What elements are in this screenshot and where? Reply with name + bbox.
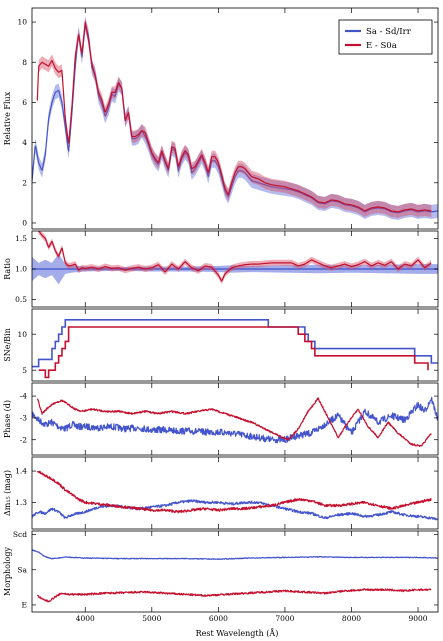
y-tick-label: 0.5	[15, 295, 27, 304]
series-line-e	[36, 588, 432, 603]
series-line-sa	[32, 23, 438, 214]
series-line-sa	[32, 499, 438, 521]
series-line-e	[36, 470, 432, 514]
y-tick-label: 6	[22, 98, 27, 107]
x-tick-label: 6000	[209, 614, 228, 623]
panels: 0 2 4 6 8 10 Relative Flux 0.5 1.0 1.5 Ratio 5 10 SNe…	[3, 7, 439, 623]
y-tick-label: 10	[17, 18, 27, 27]
x-tick-label: 5000	[142, 614, 161, 623]
y-tick-label: -4	[20, 392, 28, 401]
legend-label-sa: Sa - Sd/Irr	[366, 27, 412, 37]
y-tick-label: 4	[22, 138, 27, 147]
y-tick-label: 5	[22, 366, 27, 375]
panel-frame	[31, 308, 439, 382]
y-tick-label: -3	[20, 414, 28, 423]
x-tick-label: 7000	[275, 614, 294, 623]
y-axis-label-phase: Phase (d)	[3, 400, 12, 438]
panel-frame	[31, 7, 439, 230]
panel-ratio: 0.5 1.0 1.5 Ratio	[3, 230, 439, 308]
legend: Sa - Sd/Irr E - S0a	[338, 19, 433, 55]
y-axis-label-dm15: Δm₁₅ (mag)	[3, 470, 12, 516]
y-axis-label-sne: SNe/Bin	[3, 328, 12, 362]
series-line-e	[36, 21, 432, 213]
plot-area-phase	[32, 396, 438, 448]
plot-area-ratio	[32, 231, 438, 285]
x-axis-label: Rest Wavelength (Å)	[196, 629, 279, 638]
series-line-sa	[32, 396, 438, 444]
y-axis-label-morph: Morphology	[3, 547, 12, 596]
series-band-sa	[32, 253, 438, 285]
x-tick-label: 4000	[76, 614, 95, 623]
x-tick-label: 9000	[408, 614, 427, 623]
panel-flux: 0 2 4 6 8 10 Relative Flux	[3, 7, 439, 230]
series-line-sa	[32, 319, 438, 368]
panel-frame	[31, 530, 439, 613]
y-tick-label: 10	[17, 330, 27, 339]
panel-frame	[31, 456, 439, 530]
y-tick-label: 8	[22, 58, 27, 67]
series-line-sa	[32, 549, 438, 561]
y-tick-label: 1.3	[15, 498, 27, 507]
y-tick-label: 1.0	[15, 265, 27, 274]
x-tick-label: 8000	[342, 614, 361, 623]
series-band-e	[37, 16, 432, 218]
series-line-e	[38, 231, 432, 282]
panel-sne: 5 10 SNe/Bin	[3, 308, 439, 382]
series-line-e	[36, 397, 432, 448]
y-axis-label-flux: Relative Flux	[3, 91, 12, 145]
series-line-e	[38, 326, 429, 379]
y-tick-label: 0	[22, 219, 27, 228]
y-tick-label: 1.4	[15, 467, 27, 476]
y-tick-label: 1.5	[15, 234, 27, 243]
y-tick-label: -2	[20, 435, 28, 444]
y-axis-label-ratio: Ratio	[3, 258, 12, 280]
plot-area-flux	[32, 16, 438, 220]
y-tick-label: 2	[22, 178, 27, 187]
panel-phase: -2 -3 -4 Phase (d)	[3, 382, 439, 456]
plot-area-morph	[32, 549, 438, 603]
legend-box	[338, 19, 433, 55]
series-band-sa	[32, 17, 438, 220]
y-tick-label: E	[22, 601, 27, 610]
y-tick-label: Scd	[13, 530, 27, 539]
plot-area-dm15	[32, 470, 438, 521]
plot-area-sne	[32, 319, 438, 379]
legend-label-e: E - S0a	[366, 41, 397, 51]
panel-frame	[31, 382, 439, 456]
y-tick-label: Sa	[17, 565, 27, 574]
panel-morph: E Sa Scd 4000 5000 6000 7000 8000 9000 Morphology	[3, 530, 439, 623]
series-band-e	[38, 231, 432, 285]
